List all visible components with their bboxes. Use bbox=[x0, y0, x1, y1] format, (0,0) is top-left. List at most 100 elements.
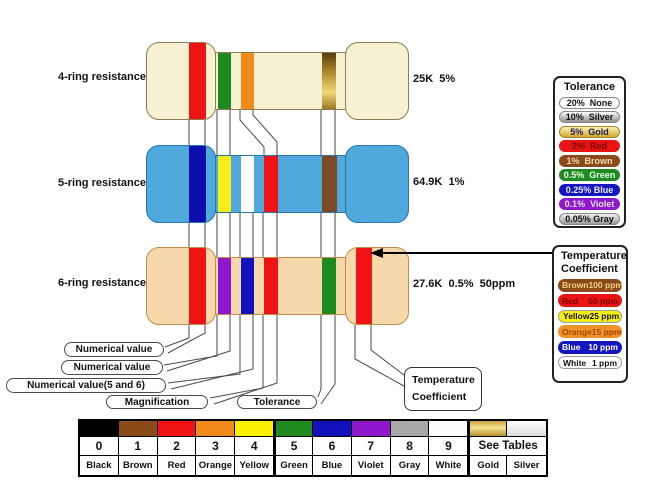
resistor-5-ring-value: 64.9K 1% bbox=[413, 176, 465, 188]
tolerance-row: 0.1% Violet bbox=[559, 198, 620, 210]
color-name-orange: Orange bbox=[196, 456, 236, 475]
tolerance-row: 2% Red bbox=[559, 140, 620, 152]
red-swatch bbox=[157, 421, 197, 437]
temp-table-title-line1: Temperature bbox=[561, 250, 627, 262]
digit-6: 6 bbox=[312, 437, 352, 456]
digit-4: 4 bbox=[235, 437, 275, 456]
violet-band bbox=[218, 258, 231, 314]
blue-band bbox=[189, 146, 206, 222]
brown-swatch bbox=[118, 421, 158, 437]
gold-band bbox=[322, 53, 336, 109]
blue-swatch bbox=[312, 421, 352, 437]
color-name-silver: Silver bbox=[513, 460, 540, 471]
color-chart: 0 1 2 3 4 5 6 7 8 9 See Tables Black Brown Red Orange Y… bbox=[78, 419, 548, 477]
resistor-6-ring-right-cap bbox=[345, 247, 409, 325]
temp-coefficient-row: Orange 15 ppm bbox=[558, 325, 622, 338]
black-swatch bbox=[80, 421, 119, 437]
temp-table-title-line2: Coefficient bbox=[561, 263, 618, 275]
color-name-violet: Violet bbox=[352, 456, 391, 475]
red-band bbox=[356, 248, 372, 324]
orange-band bbox=[241, 53, 254, 109]
callout-temperature-coefficient: Temperature Coefficient bbox=[404, 367, 482, 411]
temp-coefficient-row: White 1 ppm bbox=[558, 356, 622, 369]
green-band bbox=[322, 258, 336, 314]
resistor-6-ring-value: 27.6K 0.5% 50ppm bbox=[413, 278, 516, 290]
blue-band bbox=[241, 258, 254, 314]
digit-3: 3 bbox=[196, 437, 236, 456]
resistor-4-ring bbox=[0, 42, 650, 120]
digit-5: 5 bbox=[274, 437, 313, 456]
resistor-5-ring-left-cap bbox=[146, 145, 216, 223]
color-name-white: White bbox=[429, 456, 469, 475]
digit-9: 9 bbox=[429, 437, 469, 456]
resistor-4-ring-label: 4-ring resistance bbox=[57, 71, 146, 83]
temp-coefficient-row: Red 50 ppm bbox=[558, 294, 622, 307]
gold-swatch bbox=[468, 421, 508, 437]
callout-temp-line1: Temperature bbox=[412, 374, 475, 386]
digit-1: 1 bbox=[118, 437, 158, 456]
red-band bbox=[189, 248, 206, 324]
red-band bbox=[264, 156, 278, 212]
callout-numerical-value-2: Numerical value bbox=[61, 360, 163, 375]
callout-temp-line2: Coefficient bbox=[412, 391, 467, 403]
color-name-gray: Gray bbox=[391, 456, 430, 475]
digit-8: 8 bbox=[390, 437, 430, 456]
white-swatch bbox=[429, 421, 469, 437]
tolerance-row: 20% None bbox=[559, 96, 620, 109]
callout-numerical-value-1: Numerical value bbox=[64, 342, 164, 357]
digit-7: 7 bbox=[351, 437, 391, 456]
tolerance-table: Tolerance 20% None 10% Silver 5% Gold 2% Re… bbox=[553, 76, 626, 228]
tolerance-row: 5% Gold bbox=[559, 125, 620, 138]
digit-2: 2 bbox=[157, 437, 197, 456]
tolerance-row: 0.25% Blue bbox=[559, 183, 620, 196]
tolerance-row: 1% Brown bbox=[559, 154, 620, 167]
red-band bbox=[264, 258, 278, 314]
color-name-gold: Gold bbox=[468, 456, 508, 475]
tolerance-row: 10% Silver bbox=[559, 111, 620, 123]
tolerance-table-title: Tolerance bbox=[563, 81, 616, 93]
color-name-yellow: Yellow bbox=[235, 456, 275, 475]
callout-magnification: Magnification bbox=[106, 395, 208, 409]
temperature-coefficient-table: Temperature Coefficient Brown 100 ppm Red 5… bbox=[552, 245, 628, 383]
callout-numerical-value-5-6: Numerical value(5 and 6) bbox=[6, 378, 166, 393]
resistor-6-ring-body bbox=[215, 257, 346, 315]
resistor-6-ring-left-cap bbox=[146, 247, 216, 325]
brown-band bbox=[322, 156, 337, 212]
resistor-4-ring-right-cap bbox=[345, 42, 409, 120]
resistor-5-ring-right-cap bbox=[345, 145, 409, 223]
resistor-6-ring bbox=[0, 247, 650, 325]
resistor-5-ring-label: 5-ring resistance bbox=[57, 177, 146, 189]
color-name-black: Black bbox=[80, 456, 119, 475]
tolerance-rows: 20% None 10% Silver 5% Gold 2% Red 1% Brown 0… bbox=[559, 96, 620, 225]
gray-swatch bbox=[390, 421, 430, 437]
resistor-5-ring bbox=[0, 145, 650, 223]
temp-coefficient-row: Blue 10 ppm bbox=[558, 340, 622, 354]
temp-coefficient-row: Yellow 25 ppm bbox=[558, 309, 622, 323]
yellow-band bbox=[218, 156, 231, 212]
violet-swatch bbox=[351, 421, 391, 437]
resistor-4-ring-body bbox=[215, 52, 346, 110]
temp-coefficient-row: Brown 100 ppm bbox=[558, 278, 623, 292]
color-name-brown: Brown bbox=[119, 456, 158, 475]
tolerance-row: 0.5% Green bbox=[559, 169, 620, 181]
temp-rows: Brown 100 ppm Red 50 ppm Yellow 25 ppm Orange 1… bbox=[558, 278, 623, 369]
green-band bbox=[218, 53, 231, 109]
resistor-4-ring-value: 25K 5% bbox=[413, 73, 456, 85]
yellow-swatch bbox=[235, 421, 275, 437]
red-band bbox=[189, 43, 206, 119]
tolerance-row: 0.05% Gray bbox=[559, 212, 620, 225]
digit-0: 0 bbox=[80, 437, 119, 456]
orange-swatch bbox=[196, 421, 236, 437]
see-tables-label: See Tables bbox=[468, 437, 546, 456]
color-name-blue: Blue bbox=[313, 456, 352, 475]
resistor-5-ring-body bbox=[215, 155, 346, 213]
color-name-green: Green bbox=[274, 456, 313, 475]
green-swatch bbox=[274, 421, 313, 437]
white-band bbox=[241, 156, 254, 212]
resistor-6-ring-label: 6-ring resistance bbox=[57, 277, 146, 289]
color-name-red: Red bbox=[158, 456, 197, 475]
callout-tolerance: Tolerance bbox=[237, 395, 317, 409]
silver-swatch bbox=[507, 421, 546, 437]
